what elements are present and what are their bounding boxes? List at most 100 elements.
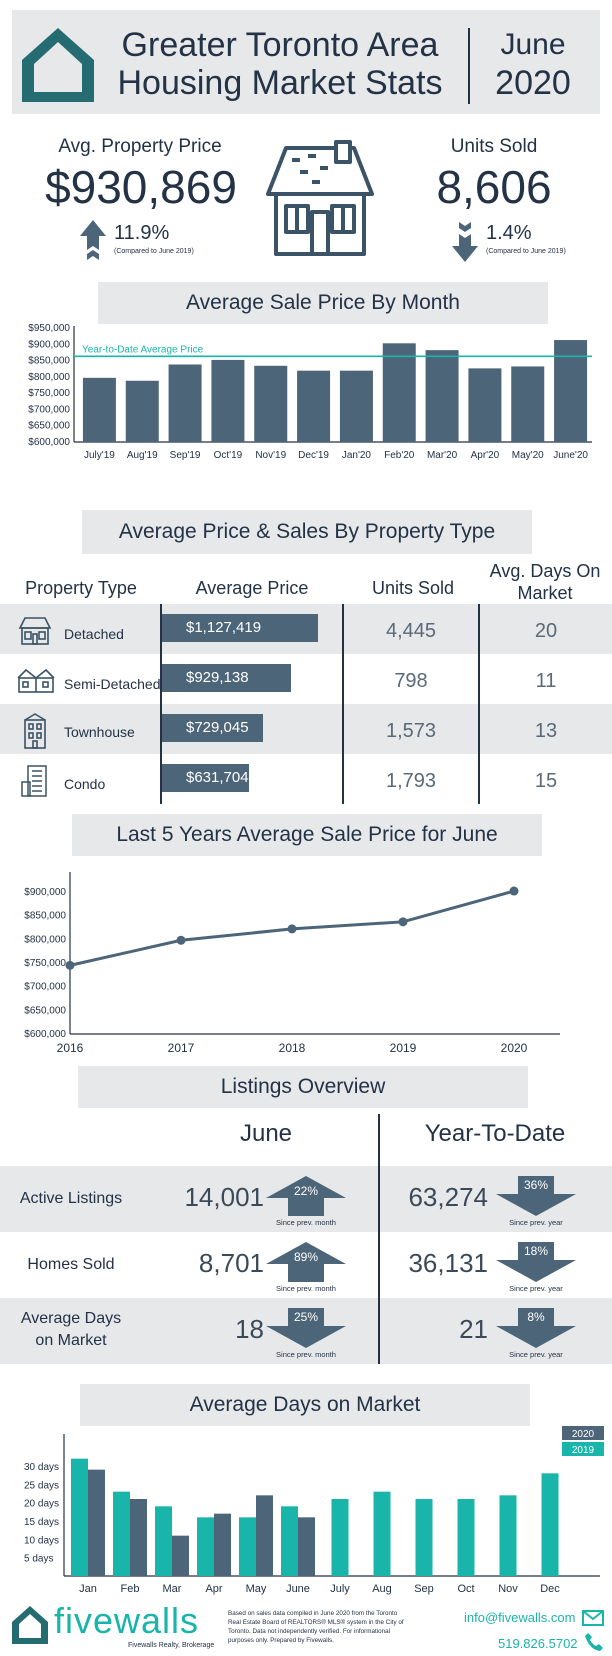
arrow-up-icon xyxy=(266,1176,346,1216)
table-vertical-line xyxy=(342,604,344,804)
phone-icon xyxy=(585,1633,603,1651)
listing-ytd-note: Since prev. year xyxy=(509,1218,563,1227)
y-tick-label: 20 days xyxy=(24,1499,59,1510)
y-tick-label: $700,000 xyxy=(24,982,66,993)
listing-ytd-change: 8% xyxy=(527,1310,545,1324)
column-header-average-price: Average Price xyxy=(195,578,309,598)
listing-ytd-change: 36% xyxy=(523,1178,549,1192)
y-tick-label: $950,000 xyxy=(28,324,70,334)
disclaimer: Toronto. Data not independently verified… xyxy=(228,1628,391,1635)
condo-building-icon xyxy=(21,765,47,797)
table-vertical-line xyxy=(478,604,480,804)
y-tick-label: $600,000 xyxy=(28,437,70,448)
envelope-icon xyxy=(582,1610,604,1626)
x-tick-label: Jan xyxy=(79,1583,97,1595)
y-tick-label: $700,000 xyxy=(28,404,70,415)
y-tick-label: $900,000 xyxy=(24,887,66,898)
property-type-label: Detached xyxy=(64,626,124,642)
x-tick-label: Sep'19 xyxy=(170,450,201,461)
header-month: June xyxy=(500,28,566,61)
x-tick-label: Nov xyxy=(498,1583,518,1595)
y-tick-label: 10 days xyxy=(24,1535,59,1546)
data-point xyxy=(176,935,186,945)
listings-divider xyxy=(378,1114,380,1364)
listing-june-note: Since prev. month xyxy=(276,1350,336,1359)
disclaimer: Based on sales data compiled in June 202… xyxy=(228,1610,398,1617)
bar-2019 xyxy=(541,1473,559,1576)
listing-june-change: 22% xyxy=(293,1184,319,1198)
listing-ytd-note: Since prev. year xyxy=(509,1350,563,1359)
bar xyxy=(554,340,588,442)
units-sold-cell: 1,793 xyxy=(385,770,437,792)
price-bar-label: $1,127,419 xyxy=(186,619,262,636)
x-tick-label: Apr'20 xyxy=(471,450,500,461)
bar xyxy=(254,365,288,442)
section-title-dom: Average Days on Market xyxy=(80,1384,530,1426)
bar-2020 xyxy=(88,1469,105,1576)
semi-detached-house-icon xyxy=(17,668,55,693)
listing-ytd-note: Since prev. year xyxy=(509,1284,563,1293)
y-tick-label: $600,000 xyxy=(24,1029,66,1040)
arrow-down-icon xyxy=(496,1308,576,1348)
house-illustration-icon xyxy=(266,140,374,256)
x-tick-label: Jan'20 xyxy=(342,450,372,461)
units-sold-label: Units Sold xyxy=(450,136,538,157)
listings-col-ytd: Year-To-Date xyxy=(424,1120,566,1147)
units-sold-value: 8,606 xyxy=(436,161,552,213)
x-tick-label: Dec xyxy=(540,1583,560,1595)
arrow-down-icon xyxy=(496,1242,576,1282)
x-tick-label: Dec'19 xyxy=(298,450,329,461)
x-tick-label: July xyxy=(330,1583,350,1595)
x-tick-label: Feb'20 xyxy=(384,450,415,461)
bar-2019 xyxy=(239,1517,256,1576)
legend-swatch-2019 xyxy=(562,1442,604,1456)
phone-link[interactable]: 519.826.5702 xyxy=(498,1636,578,1651)
price-bar xyxy=(162,614,318,642)
x-tick-label: June xyxy=(286,1583,310,1595)
listing-june-change: 89% xyxy=(293,1250,319,1264)
x-tick-label: 2019 xyxy=(390,1041,417,1055)
avg-days-cell: 15 xyxy=(534,770,558,792)
section-title-by-type: Average Price & Sales By Property Type xyxy=(82,510,532,554)
listing-label-dom: Average Days xyxy=(20,1310,122,1327)
x-tick-label: Mar xyxy=(163,1583,182,1595)
x-tick-label: 2017 xyxy=(168,1041,195,1055)
x-tick-label: 2020 xyxy=(501,1041,528,1055)
brokerage-name: Fivewalls Realty, Brokerage xyxy=(128,1642,215,1649)
table-vertical-line xyxy=(160,604,162,804)
x-tick-label: 2016 xyxy=(57,1041,84,1055)
bar-2019 xyxy=(281,1506,298,1576)
price-bar xyxy=(162,714,263,742)
x-tick-label: Sep xyxy=(414,1583,434,1595)
section-title-listings: Listings Overview xyxy=(78,1066,528,1108)
table-row xyxy=(0,704,612,754)
price-bar-label: $729,045 xyxy=(186,719,249,736)
y-tick-label: 5 days xyxy=(24,1554,53,1565)
disclaimer: purposes only. Prepared by Fivewalls. xyxy=(228,1637,334,1644)
bar xyxy=(168,364,202,442)
listing-label-sold: Homes Sold xyxy=(27,1256,115,1273)
x-tick-label: May'20 xyxy=(512,450,544,461)
bar-2020 xyxy=(298,1517,315,1576)
listing-june-note: Since prev. month xyxy=(276,1218,336,1227)
listing-label-dom-line2: on Market xyxy=(35,1332,107,1349)
bar xyxy=(339,370,373,442)
y-tick-label: $650,000 xyxy=(24,1005,66,1016)
bar-2019 xyxy=(373,1491,391,1576)
data-point xyxy=(398,917,408,927)
units-sold-cell: 1,573 xyxy=(385,720,437,742)
x-tick-label: Feb xyxy=(121,1583,140,1595)
y-tick-label: $800,000 xyxy=(24,934,66,945)
bar xyxy=(425,350,459,442)
arrow-down-icon xyxy=(266,1308,346,1348)
email-link[interactable]: info@fivewalls.com xyxy=(464,1610,576,1625)
y-tick-label: 30 days xyxy=(24,1462,59,1473)
avg-price-note: (Compared to June 2019) xyxy=(114,248,194,255)
legend-label-2020: 2020 xyxy=(572,1429,595,1440)
x-tick-label: June'20 xyxy=(553,450,588,461)
column-header-property-type: Property Type xyxy=(25,578,137,598)
x-tick-label: 2018 xyxy=(279,1041,306,1055)
y-tick-label: 15 days xyxy=(24,1517,59,1528)
section-title-five-years: Last 5 Years Average Sale Price for June xyxy=(72,814,542,856)
bar xyxy=(82,377,116,442)
